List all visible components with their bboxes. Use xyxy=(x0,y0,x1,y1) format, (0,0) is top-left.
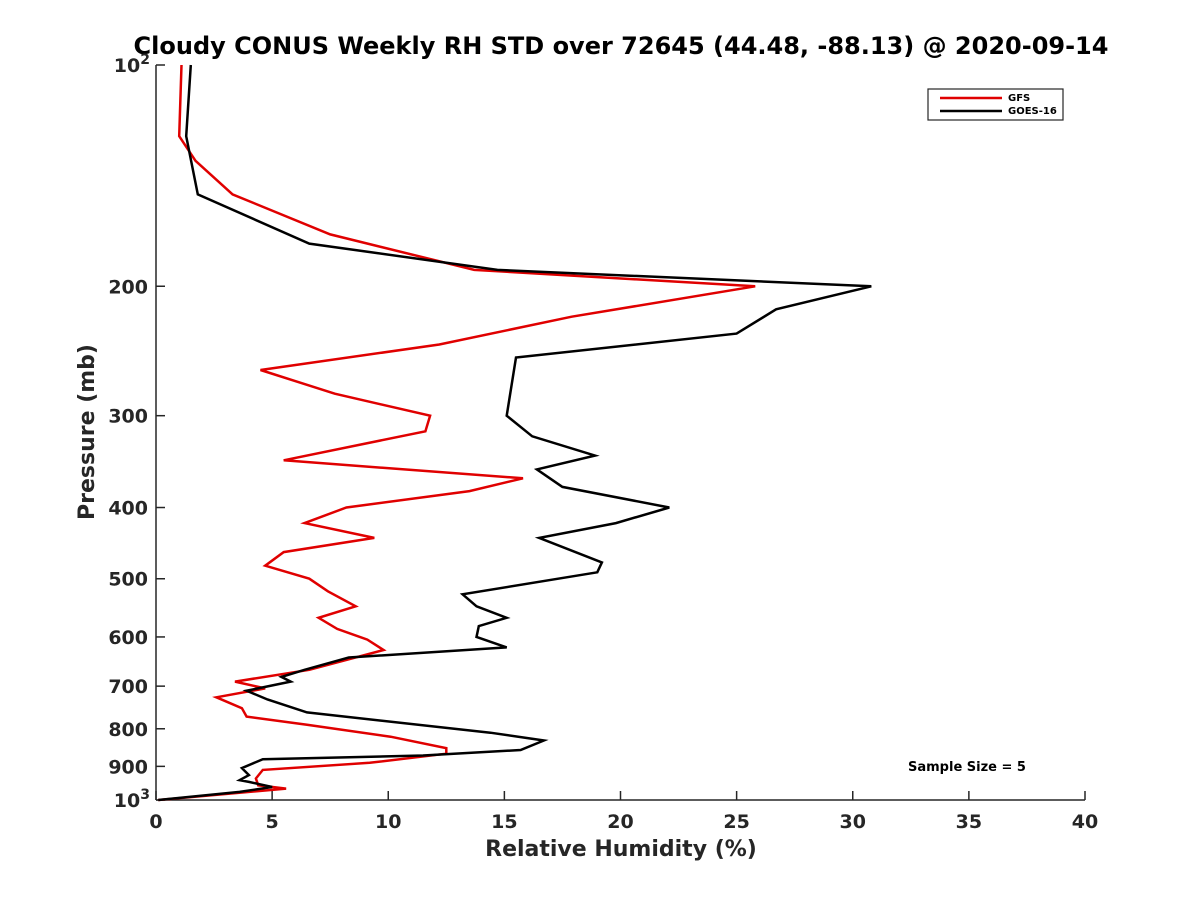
legend-label-gfs: GFS xyxy=(1008,93,1030,104)
series-line-gfs xyxy=(158,64,756,802)
legend-label-goes16: GOES-16 xyxy=(1008,106,1057,117)
x-tick-label: 5 xyxy=(266,811,279,833)
y-tick-label: 600 xyxy=(108,627,148,649)
y-tick-label: 700 xyxy=(108,676,148,698)
y-tick-value: 900 xyxy=(108,756,148,778)
y-tick-label: 800 xyxy=(108,719,148,741)
sample-size-annotation: Sample Size = 5 xyxy=(908,760,1026,775)
y-tick-label: 102 xyxy=(114,52,150,77)
y-tick-exponent: 3 xyxy=(140,787,150,803)
series-layer xyxy=(158,64,872,802)
x-tick-label: 15 xyxy=(491,811,517,833)
x-tick-label: 30 xyxy=(840,811,866,833)
x-axis-label: Relative Humidity (%) xyxy=(485,837,757,862)
y-tick-label: 400 xyxy=(108,498,148,520)
y-tick-label: 500 xyxy=(108,569,148,591)
y-tick-exponent: 2 xyxy=(140,52,150,68)
y-tick-value: 500 xyxy=(108,569,148,591)
y-tick-value: 700 xyxy=(108,676,148,698)
y-tick-value: 600 xyxy=(108,627,148,649)
series-line-goes16 xyxy=(158,64,872,802)
y-axis-label: Pressure (mb) xyxy=(75,344,100,520)
y-tick-base: 10 xyxy=(114,55,140,77)
y-tick-value: 800 xyxy=(108,719,148,741)
y-tick-value: 200 xyxy=(108,276,148,298)
legend: GFS GOES-16 xyxy=(927,88,1064,121)
x-tick-label: 40 xyxy=(1072,811,1098,833)
chart-title: Cloudy CONUS Weekly RH STD over 72645 (4… xyxy=(134,32,1109,60)
x-tick-label: 25 xyxy=(723,811,749,833)
legend-box xyxy=(927,88,1064,121)
y-tick-label: 300 xyxy=(108,406,148,428)
axes xyxy=(155,65,1085,801)
x-tick-label: 35 xyxy=(956,811,982,833)
y-tick-label: 900 xyxy=(108,756,148,778)
x-ticks: 0 5 10 15 20 25 30 35 40 xyxy=(149,791,1098,833)
y-tick-label: 103 xyxy=(114,787,150,812)
x-tick-label: 10 xyxy=(375,811,401,833)
x-tick-label: 0 xyxy=(149,811,162,833)
y-tick-label: 200 xyxy=(108,276,148,298)
y-tick-value: 300 xyxy=(108,406,148,428)
x-tick-label: 20 xyxy=(607,811,633,833)
y-tick-value: 400 xyxy=(108,498,148,520)
y-tick-base: 10 xyxy=(114,790,140,812)
